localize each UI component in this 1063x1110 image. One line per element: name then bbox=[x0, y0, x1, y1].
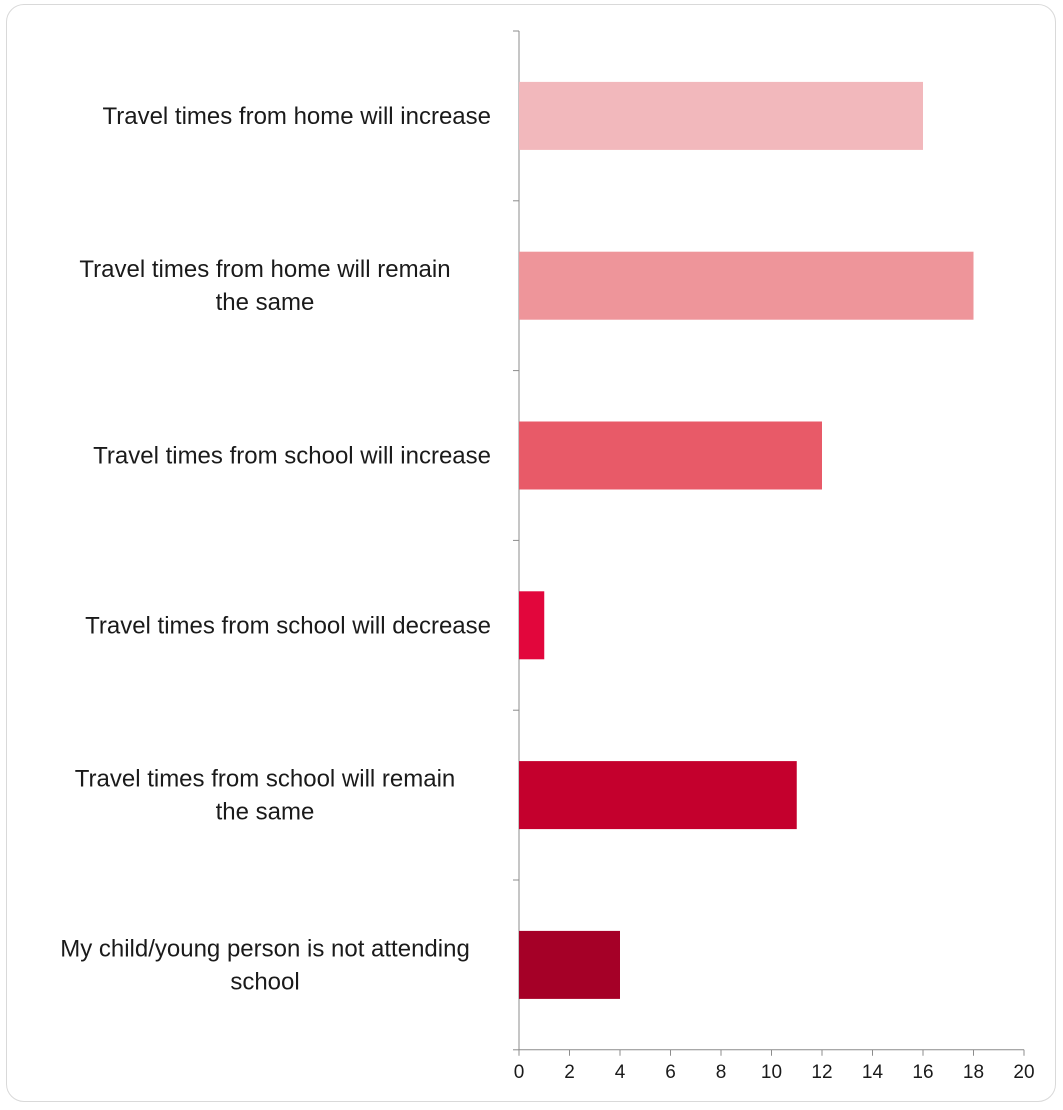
category-label: school bbox=[230, 968, 299, 995]
x-tick-label: 10 bbox=[761, 1062, 782, 1083]
category-label: the same bbox=[216, 289, 315, 316]
bar bbox=[519, 591, 545, 660]
x-tick-label: 12 bbox=[811, 1062, 832, 1083]
x-tick-label: 8 bbox=[716, 1062, 727, 1083]
category-label: Travel times from school will decrease bbox=[85, 612, 491, 639]
x-tick-label: 18 bbox=[963, 1062, 984, 1083]
x-tick-label: 20 bbox=[1013, 1062, 1034, 1083]
x-tick-label: 2 bbox=[564, 1062, 575, 1083]
bar bbox=[519, 421, 822, 490]
bar bbox=[519, 251, 974, 320]
category-label: Travel times from school will increase bbox=[93, 443, 491, 470]
category-label: Travel times from school will remain bbox=[75, 766, 456, 793]
bar bbox=[519, 761, 797, 830]
bar bbox=[519, 930, 620, 999]
x-tick-label: 14 bbox=[862, 1062, 884, 1083]
category-label: Travel times from home will remain bbox=[79, 256, 450, 283]
x-tick-label: 16 bbox=[912, 1062, 933, 1083]
category-label: the same bbox=[216, 799, 315, 826]
category-label: My child/young person is not attending bbox=[60, 935, 470, 962]
category-label: Travel times from home will increase bbox=[102, 103, 491, 130]
bar bbox=[519, 81, 923, 150]
x-tick-label: 6 bbox=[665, 1062, 676, 1083]
x-tick-label: 0 bbox=[514, 1062, 525, 1083]
chart-frame bbox=[6, 4, 1056, 1102]
x-tick-label: 4 bbox=[615, 1062, 626, 1083]
